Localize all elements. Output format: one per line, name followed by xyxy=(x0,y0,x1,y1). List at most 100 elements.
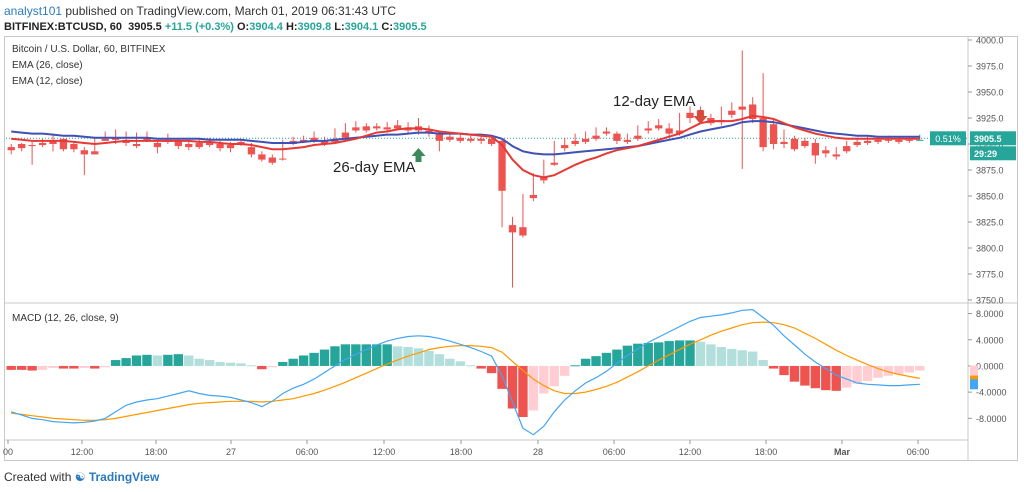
macd-histogram-bar xyxy=(789,365,800,382)
price-badge xyxy=(970,131,1016,146)
macd-histogram-bar xyxy=(225,362,236,366)
footer: Created with ☯ TradingView xyxy=(4,470,159,484)
candle-body xyxy=(905,139,913,141)
macd-histogram-bar xyxy=(434,354,445,366)
macd-histogram-bar xyxy=(549,365,559,387)
candle-body xyxy=(675,130,684,134)
candle-body xyxy=(581,138,590,142)
footer-prefix: Created with xyxy=(4,470,72,484)
time-tick-label: 06:00 xyxy=(603,447,626,457)
candle-body xyxy=(655,125,663,129)
macd-histogram-bar xyxy=(131,355,142,366)
candle-body xyxy=(738,106,746,110)
macd-histogram-bar xyxy=(69,365,79,369)
candle-body xyxy=(174,140,182,147)
macd-histogram-bar xyxy=(298,355,309,366)
macd-value-marker xyxy=(970,379,978,390)
macd-histogram-bar xyxy=(539,365,549,394)
author-link[interactable]: analyst101 xyxy=(4,4,63,18)
candle-body xyxy=(540,177,548,181)
macd-lines xyxy=(11,308,920,436)
macd-histogram-bar xyxy=(288,358,298,366)
axes: 4000.03975.03950.03925.03900.03875.03850… xyxy=(3,36,1016,457)
macd-tick-label: 0.0000 xyxy=(976,361,1004,371)
macd-histogram-bar xyxy=(653,342,664,366)
candle-body xyxy=(195,142,203,148)
candle-body xyxy=(811,142,820,156)
macd-histogram xyxy=(6,340,925,418)
candle-body xyxy=(247,147,256,155)
candle-body xyxy=(529,194,538,199)
macd-histogram-bar xyxy=(507,365,518,409)
candle-body xyxy=(18,144,26,149)
down-arrow-icon xyxy=(693,110,708,124)
time-tick-label: 00 xyxy=(3,447,13,457)
close-label: C: xyxy=(381,21,393,33)
macd-histogram-bar xyxy=(768,365,779,369)
candle-body xyxy=(279,158,287,160)
macd-histogram-bar xyxy=(319,349,330,366)
macd-histogram-bar xyxy=(455,361,465,366)
macd-histogram-bar xyxy=(392,346,403,366)
candle-body xyxy=(320,140,329,144)
macd-histogram-bar xyxy=(601,352,612,366)
macd-histogram-bar xyxy=(915,365,925,371)
macd-histogram-bar xyxy=(163,354,173,366)
signal-value-marker xyxy=(970,373,978,384)
candle-body xyxy=(477,138,485,141)
annotation-26-day-ema: 26-day EMA xyxy=(333,159,416,176)
candle-body xyxy=(205,141,214,146)
macd-histogram-bar xyxy=(382,344,392,366)
time-tick-label: 12:00 xyxy=(71,447,94,457)
candle-body xyxy=(446,136,454,140)
candle-body xyxy=(602,131,611,134)
candle-body xyxy=(634,135,642,139)
time-tick-label: 12:00 xyxy=(679,447,702,457)
time-tick-label: 18:00 xyxy=(755,447,778,457)
candle-body xyxy=(268,157,276,163)
macd-histogram-bar xyxy=(257,365,267,370)
candle-body xyxy=(310,137,318,142)
chart-title: Bitcoin / U.S. Dollar, 60, BITFINEX xyxy=(12,44,166,55)
close-value: 3905.5 xyxy=(392,21,427,33)
candle-body xyxy=(508,225,517,233)
macd-histogram-bar xyxy=(497,365,507,389)
ohlc-line: BITFINEX:BTCUSD, 60 3905.5 +11.5 (+0.3%)… xyxy=(4,21,427,33)
price-badge-label: 3905.5 xyxy=(974,134,1002,144)
candle-body xyxy=(843,146,851,152)
macd-histogram-bar xyxy=(27,365,37,371)
macd-histogram-bar xyxy=(695,341,706,366)
candle-body xyxy=(895,139,903,142)
time-tick-label: 27 xyxy=(226,447,236,457)
macd-histogram-bar xyxy=(6,365,16,370)
macd-histogram-bar xyxy=(810,365,821,389)
macd-histogram-bar xyxy=(894,365,904,375)
chart-frame[interactable] xyxy=(4,36,1018,461)
macd-histogram-bar xyxy=(570,365,580,367)
macd-histogram-bar xyxy=(821,365,831,391)
macd-histogram-bar xyxy=(152,355,163,366)
price-tick-label: 3775.0 xyxy=(976,270,1004,280)
time-tick-label: 06:00 xyxy=(296,447,319,457)
time-tick-label: 28 xyxy=(533,447,543,457)
candle-body xyxy=(143,137,151,141)
candle-body xyxy=(383,127,391,130)
time-tick-label: 18:00 xyxy=(450,447,473,457)
candle-body xyxy=(644,128,652,131)
countdown-label: 29:29 xyxy=(974,149,997,159)
candle-body xyxy=(801,140,809,147)
countdown-badge xyxy=(970,146,1016,161)
pct-badge xyxy=(930,131,966,146)
macd-histogram-bar xyxy=(862,365,873,382)
macd-histogram-bar xyxy=(424,350,434,366)
change-value: +11.5 (+0.3%) xyxy=(164,21,234,33)
macd-histogram-bar xyxy=(184,355,194,366)
candle-body xyxy=(70,144,78,150)
macd-histogram-bar xyxy=(204,360,215,366)
open-label: O: xyxy=(236,21,250,33)
candle-body xyxy=(435,133,444,141)
footer-brand[interactable]: TradingView xyxy=(88,470,160,484)
annotations: 26-day EMA 12-day EMA xyxy=(333,93,708,176)
price-tick-label: 3825.0 xyxy=(976,218,1004,228)
